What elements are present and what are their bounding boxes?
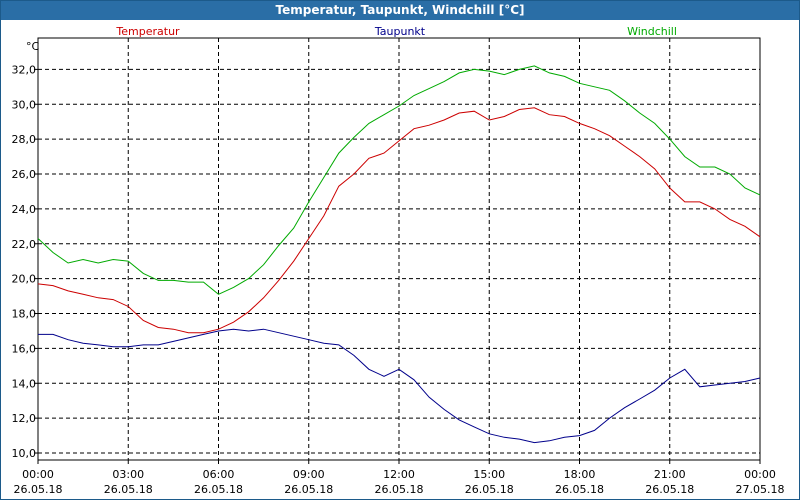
x-tick-time-label: 00:00 [22,468,54,481]
series-lines [37,65,761,444]
y-tick-label: 26,0 [12,168,37,181]
y-tick-label: 32,0 [12,63,37,76]
y-tick-label: 22,0 [12,238,37,251]
x-tick-time-label: 12:00 [383,468,415,481]
x-tick-date-label: 26.05.18 [375,483,424,496]
x-tick-date-label: 27.05.18 [736,483,785,496]
y-tick-label: 12,0 [12,412,37,425]
series-line-windchill [37,65,761,295]
x-tick-date-label: 26.05.18 [645,483,694,496]
grid [38,38,760,460]
x-tick-time-label: 09:00 [293,468,325,481]
y-tick-label: 30,0 [12,98,37,111]
x-tick-time-label: 03:00 [112,468,144,481]
y-tick-label: 14,0 [12,377,37,390]
x-tick-time-label: 15:00 [473,468,505,481]
x-tick-time-label: 06:00 [203,468,235,481]
y-tick-label: 10,0 [12,447,37,460]
y-tick-label: 16,0 [12,342,37,355]
window-title: Temperatur, Taupunkt, Windchill [°C] [1,1,799,20]
legend: Temperatur Taupunkt Windchill [115,25,677,38]
axes: 10,0 12,0 14,0 16,0 18,0 20,0 22,0 24,0 26,0 28,0… [12,63,785,496]
x-tick-time-label: 00:00 [744,468,776,481]
legend-entry-taupunkt: Taupunkt [374,25,426,38]
x-tick-date-label: 26.05.18 [14,483,63,496]
series-line-taupunkt [38,328,761,444]
x-tick-date-label: 26.05.18 [465,483,514,496]
x-tick-date-label: 26.05.18 [284,483,333,496]
legend-entry-windchill: Windchill [627,25,677,38]
y-tick-label: 20,0 [12,273,37,286]
x-tick-date-label: 26.05.18 [194,483,243,496]
x-tick-time-label: 21:00 [654,468,686,481]
y-tick-label: 18,0 [12,308,37,321]
y-tick-label: 24,0 [12,203,37,216]
y-axis-label: °C [26,40,40,53]
legend-entry-temperatur: Temperatur [115,25,180,38]
x-tick-date-label: 26.05.18 [104,483,153,496]
series-line-temperatur [37,107,761,334]
x-tick-date-label: 26.05.18 [555,483,604,496]
x-tick-time-label: 18:00 [564,468,596,481]
y-tick-label: 28,0 [12,133,37,146]
